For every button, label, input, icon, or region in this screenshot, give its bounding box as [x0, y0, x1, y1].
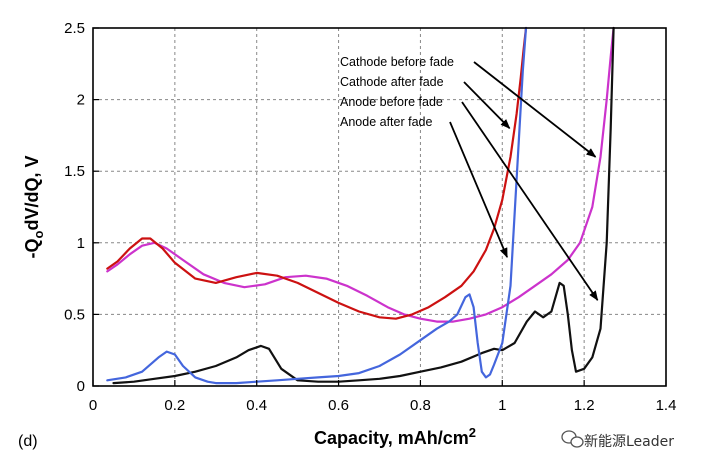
y-tick-label: 2	[77, 92, 85, 109]
series-line-cathode-before-fade	[106, 26, 615, 323]
annotation-label: Anode before fade	[340, 95, 443, 109]
series-line-anode-before-fade	[112, 26, 615, 385]
y-tick-label: 0.5	[64, 306, 85, 323]
axis-ticks: 0 0.2 0.4 0.6 0.8 1 1.2 1.4 0 0.5 1 1.5 2 2.5	[64, 20, 676, 414]
annotation-arrow	[461, 101, 599, 301]
annotation-arrow	[473, 61, 597, 158]
plot-background	[93, 28, 666, 386]
y-tick-label: 2.5	[64, 20, 85, 37]
series-layer	[106, 26, 615, 385]
panel-label: (d)	[18, 433, 38, 450]
wechat-icon	[561, 430, 584, 448]
series-line-cathode-after-fade	[106, 26, 528, 320]
y-tick-label: 0	[77, 378, 85, 395]
y-tick-label: 1.5	[64, 163, 85, 180]
annotation-label: Anode after fade	[340, 115, 432, 129]
watermark-text: 新能源Leader	[584, 434, 674, 450]
x-tick-label: 0.2	[164, 397, 185, 414]
series-line-anode-after-fade	[106, 26, 528, 385]
x-tick-label: 0	[89, 397, 97, 414]
x-tick-label: 1	[498, 397, 506, 414]
annotations: Cathode before fade Cathode after fade Ano…	[340, 55, 599, 301]
x-tick-label: 1.4	[656, 397, 677, 414]
x-axis-title: Capacity, mAh/cm2	[314, 425, 476, 448]
annotation-arrow	[449, 121, 508, 259]
annotation-label: Cathode after fade	[340, 75, 444, 89]
x-tick-label: 0.8	[410, 397, 431, 414]
x-tick-label: 0.4	[246, 397, 267, 414]
annotation-arrow	[463, 81, 511, 129]
annotation-label: Cathode before fade	[340, 55, 454, 69]
y-tick-label: 1	[77, 235, 85, 252]
x-tick-label: 0.6	[328, 397, 349, 414]
y-axis-title: -QodV/dQ, V	[22, 156, 46, 259]
watermark: 新能源Leader	[561, 430, 674, 450]
x-tick-label: 1.2	[574, 397, 595, 414]
plot-frame	[92, 27, 667, 387]
